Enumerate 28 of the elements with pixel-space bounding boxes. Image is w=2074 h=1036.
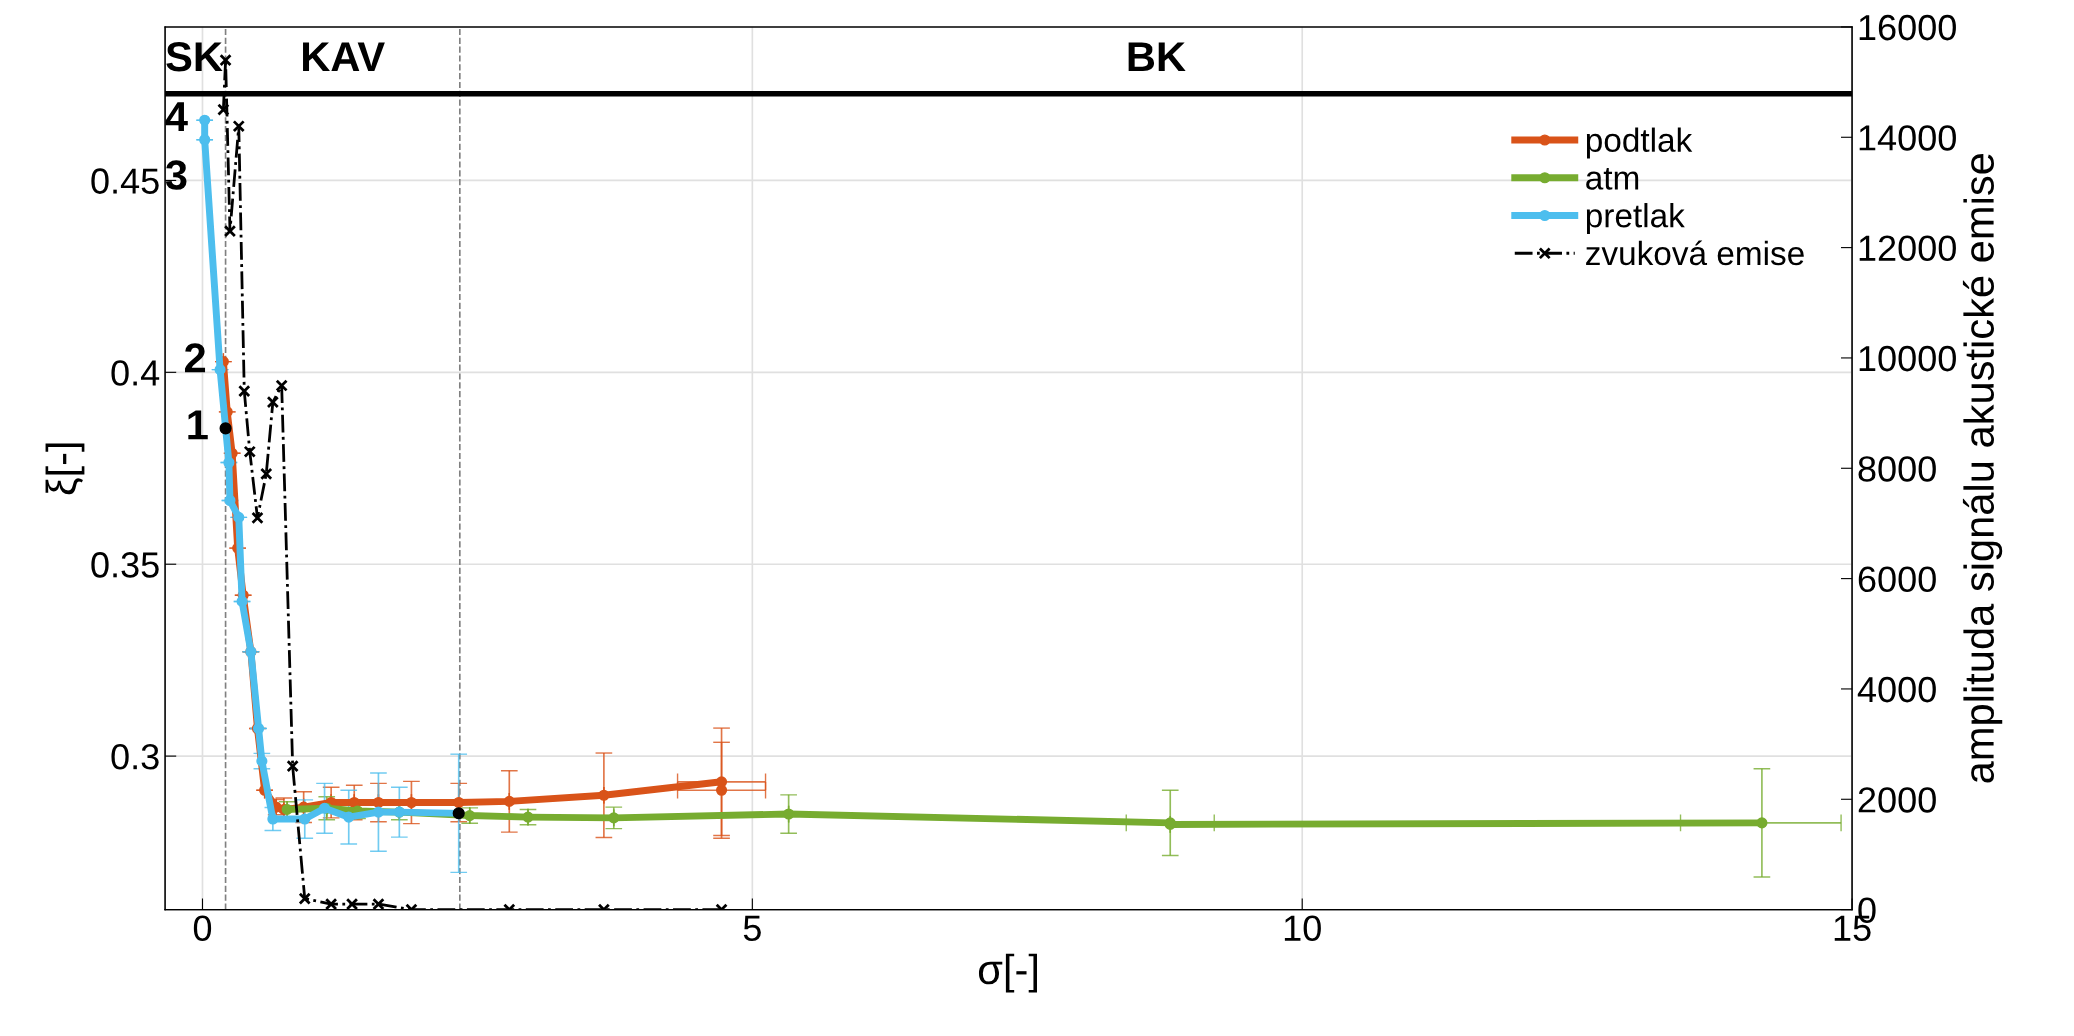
annotation: 1 <box>188 410 208 440</box>
x-tick-label: 0 <box>193 915 212 941</box>
y-tick-label: 0.3 <box>111 743 159 770</box>
x-axis-title: σ[-] <box>978 953 1037 993</box>
annotation: KAV <box>303 42 385 72</box>
annotation: 3 <box>165 160 187 190</box>
y2-tick-label: 16000 <box>1859 14 1956 41</box>
annotation: BK <box>1128 42 1186 72</box>
y-axis-title: ξ[-] <box>45 443 85 495</box>
legend-label: podtlak <box>1586 127 1693 159</box>
y-tick-label: 0.45 <box>91 168 159 194</box>
y2-tick-label: 12000 <box>1859 235 1956 262</box>
x-tick-label: 5 <box>743 915 761 941</box>
y2-axis-title: amplituda signálu akustické emise <box>1962 153 2003 783</box>
annotation: SK <box>166 42 223 72</box>
legend-label: zvuková emise <box>1586 240 1804 266</box>
x-tick-label: 10 <box>1284 915 1321 941</box>
legend-label: pretlak <box>1586 203 1685 235</box>
y2-tick-label: 8000 <box>1858 456 1936 482</box>
y2-tick-label: 10000 <box>1859 345 1956 372</box>
annotation: 2 <box>184 343 206 373</box>
y2-tick-label: 14000 <box>1859 125 1956 151</box>
y-tick-label: 0.4 <box>111 360 160 386</box>
legend-label: atm <box>1586 167 1639 190</box>
y2-tick-label: 4000 <box>1857 676 1936 703</box>
y-tick-label: 0.35 <box>91 552 159 578</box>
y2-tick-label: 6000 <box>1858 566 1936 593</box>
y2-tick-label: 2000 <box>1858 787 1936 813</box>
